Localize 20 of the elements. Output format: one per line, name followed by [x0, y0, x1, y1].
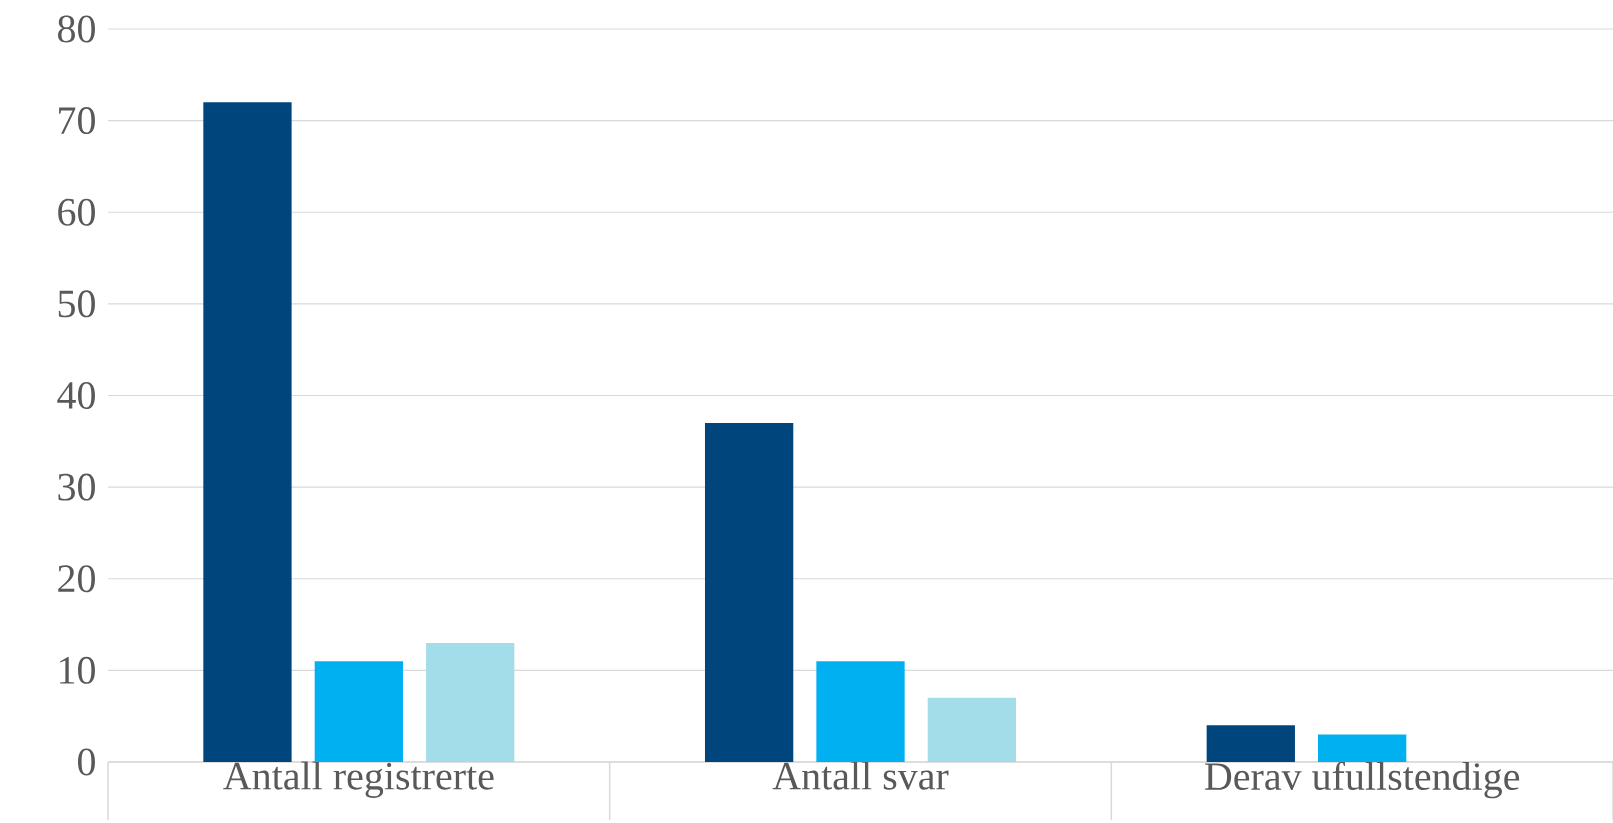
bar: [1206, 725, 1295, 762]
bar: [203, 102, 292, 762]
bar: [1318, 734, 1407, 762]
bar: [314, 661, 403, 762]
bar: [927, 697, 1017, 762]
y-tick-label: 80: [58, 15, 95, 43]
y-tick-label: 50: [58, 290, 95, 318]
x-tick-label: Antall registrerte: [223, 761, 494, 798]
bar: [816, 661, 905, 762]
y-tick-label: 40: [57, 381, 95, 409]
bar: [426, 642, 515, 762]
y-tick-label: 10: [60, 656, 95, 684]
y-tick-label: 60: [58, 198, 95, 226]
y-tick-label: 20: [58, 565, 95, 593]
x-tick-label: Antall svar: [772, 761, 949, 790]
y-tick-label: 70: [59, 107, 95, 135]
y-tick-label: 30: [58, 473, 95, 501]
x-tick-label: Derav ufullstendige: [1205, 761, 1520, 799]
y-tick-label: 0: [78, 748, 95, 776]
bar: [704, 422, 794, 762]
